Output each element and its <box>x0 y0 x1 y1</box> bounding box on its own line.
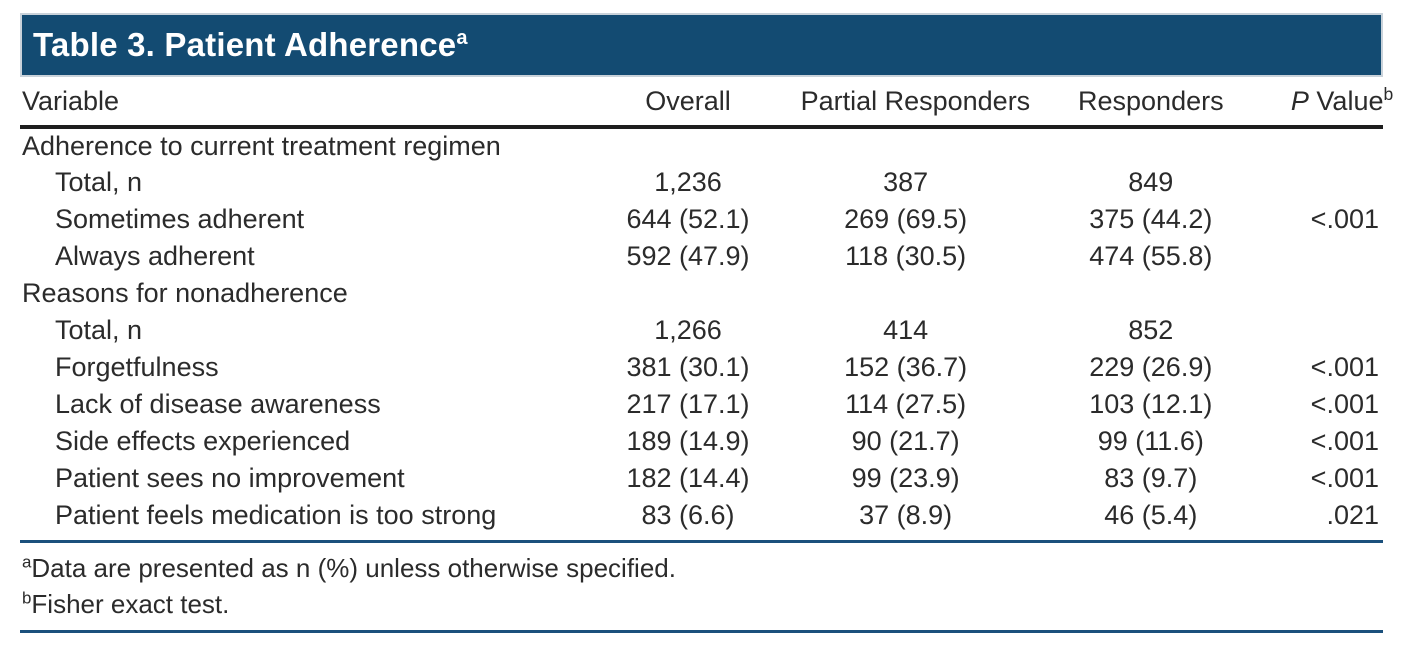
table-row: Forgetfulness 381 (30.1) 152 (36.7) 229 (26… <box>20 349 1383 386</box>
table-row: Adherence to current treatment regimen <box>20 127 1383 164</box>
cell-p-value: <.001 <box>1310 204 1379 234</box>
table-header: Variable Overall Partial Responders Resp… <box>20 77 1393 129</box>
cell-responders: 99 (11.6) <box>1097 426 1204 456</box>
cell-p-value: <.001 <box>1310 463 1379 493</box>
cell-responders: 229 (26.9) <box>1089 352 1213 382</box>
cell-responders: 83 (9.7) <box>1104 463 1198 493</box>
column-header-overall: Overall <box>575 77 801 129</box>
table-row: Always adherent 592 (47.9) 118 (30.5) 474 (… <box>20 238 1383 275</box>
row-label: Patient feels medication is too strong <box>55 500 497 530</box>
table-row: Lack of disease awareness 217 (17.1) 114 (… <box>20 386 1383 423</box>
bottom-rule <box>20 630 1383 633</box>
cell-partial-responders: 114 (27.5) <box>845 389 967 419</box>
patient-adherence-table: Variable Overall Partial Responders Resp… <box>20 77 1393 534</box>
footnote: aData are presented as n (%) unless othe… <box>22 552 676 583</box>
row-label: Forgetfulness <box>55 352 219 382</box>
cell-overall: 1,266 <box>654 315 722 345</box>
cell-responders: 474 (55.8) <box>1089 241 1213 271</box>
column-header-responders: Responders <box>1010 77 1291 129</box>
cell-partial-responders: 387 <box>883 167 929 197</box>
cell-p-value: .021 <box>1326 500 1379 530</box>
row-label: Always adherent <box>55 241 255 271</box>
footnote: bFisher exact test. <box>22 588 230 619</box>
cell-overall: 592 (47.9) <box>626 241 750 271</box>
row-label: Side effects experienced <box>55 426 351 456</box>
footnote-marker: b <box>22 588 32 608</box>
row-label: Total, n <box>55 315 143 345</box>
cell-p-value: <.001 <box>1310 352 1379 382</box>
cell-responders: 375 (44.2) <box>1089 204 1213 234</box>
cell-partial-responders: 99 (23.9) <box>851 463 960 493</box>
cell-overall: 1,236 <box>654 167 722 197</box>
row-label: Sometimes adherent <box>55 204 305 234</box>
cell-p-value: <.001 <box>1310 389 1379 419</box>
cell-partial-responders: 118 (30.5) <box>845 241 967 271</box>
footnotes: aData are presented as n (%) unless othe… <box>20 543 1383 630</box>
table-body: Adherence to current treatment regimen To… <box>20 127 1383 534</box>
cell-overall: 182 (14.4) <box>626 463 750 493</box>
table-row: Patient sees no improvement 182 (14.4) 99 … <box>20 460 1383 497</box>
row-label: Patient sees no improvement <box>55 463 405 493</box>
p-value-rest: Value <box>1308 85 1384 116</box>
cell-p-value <box>1291 238 1383 275</box>
cell-responders: 46 (5.4) <box>1104 500 1198 530</box>
cell-partial-responders: 152 (36.7) <box>844 352 968 382</box>
column-header-variable: Variable <box>20 77 576 129</box>
table-row: Sometimes adherent 644 (52.1) 269 (69.5) 37… <box>20 201 1383 238</box>
row-label: Lack of disease awareness <box>55 389 381 419</box>
cell-p-value <box>1291 164 1383 201</box>
cell-responders: 852 <box>1128 315 1174 345</box>
p-value-italic-p: P <box>1290 85 1309 116</box>
cell-overall: 644 (52.1) <box>626 204 750 234</box>
column-header-p-value: P Valueb <box>1290 77 1393 129</box>
cell-responders: 103 (12.1) <box>1089 389 1213 419</box>
footnote-marker: a <box>22 552 32 572</box>
cell-overall: 217 (17.1) <box>626 389 750 419</box>
table-row: Total, n 1,266 414 852 <box>20 312 1383 349</box>
cell-partial-responders: 414 <box>883 315 929 345</box>
cell-overall: 381 (30.1) <box>626 352 750 382</box>
table-row: Side effects experienced 189 (14.9) 90 (21… <box>20 423 1383 460</box>
table-title-bar: Table 3. Patient Adherencea <box>20 13 1383 77</box>
table-title: Table 3. Patient Adherencea <box>33 26 468 64</box>
cell-p-value: <.001 <box>1310 426 1379 456</box>
cell-p-value <box>1291 312 1383 349</box>
p-value-superscript: b <box>1383 83 1394 104</box>
table-title-superscript: a <box>456 27 468 49</box>
column-header-partial-responders: Partial Responders <box>800 77 1030 129</box>
cell-overall: 83 (6.6) <box>641 500 735 530</box>
table-row: Total, n 1,236 387 849 <box>20 164 1383 201</box>
row-label: Total, n <box>55 167 143 197</box>
cell-overall: 189 (14.9) <box>626 426 750 456</box>
table-title-text: Table 3. Patient Adherence <box>33 26 457 63</box>
footnote-top-rule <box>20 540 1383 543</box>
section-label: Adherence to current treatment regimen <box>22 131 501 161</box>
table-row: Reasons for nonadherence <box>20 275 1383 312</box>
table-row: Patient feels medication is too strong 83… <box>20 497 1383 534</box>
cell-partial-responders: 269 (69.5) <box>844 204 968 234</box>
cell-partial-responders: 90 (21.7) <box>851 426 960 456</box>
section-label: Reasons for nonadherence <box>22 278 348 308</box>
header-row: Variable Overall Partial Responders Resp… <box>20 77 1393 129</box>
cell-responders: 849 <box>1128 167 1174 197</box>
cell-partial-responders: 37 (8.9) <box>859 500 953 530</box>
